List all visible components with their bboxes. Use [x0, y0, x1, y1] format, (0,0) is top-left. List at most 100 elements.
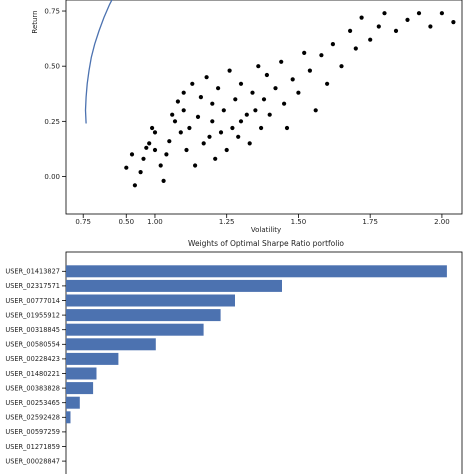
scatter-x-tick-label: 0.50: [118, 218, 134, 226]
portfolio-point: [124, 165, 129, 170]
portfolio-point: [307, 68, 312, 73]
scatter-y-tick-label: 0.50: [44, 63, 60, 71]
portfolio-point: [147, 141, 152, 146]
bar-category-label: USER_00228423: [5, 355, 60, 363]
portfolio-point: [132, 183, 137, 188]
portfolio-point: [181, 108, 186, 113]
scatter-x-ticks: 0.50 0.75 1.00 1.25 1.50 1.75 2.00: [75, 214, 450, 226]
portfolio-point: [339, 64, 344, 69]
portfolio-point: [261, 97, 267, 102]
portfolio-point: [382, 11, 387, 16]
weight-bar: [66, 411, 71, 424]
bar-plot-frame: [65, 251, 463, 474]
scatter-y-tick-label: 0.25: [44, 118, 60, 126]
portfolio-point: [224, 147, 229, 153]
portfolio-point: [218, 130, 224, 135]
portfolio-point: [368, 37, 373, 42]
frontier-scatter-chart: 0.00 0.25 0.50 0.75 0.50 0.75 1.00 1.25 1.50 1.7…: [31, 0, 463, 234]
portfolio-point: [264, 72, 269, 78]
portfolio-point: [267, 112, 272, 117]
bar-category-label: USER_00028847: [5, 457, 60, 465]
portfolio-point: [195, 114, 201, 119]
portfolio-point: [330, 42, 335, 47]
scatter-y-ticks: 0.00 0.25 0.50 0.75: [44, 8, 66, 181]
portfolio-point: [207, 134, 212, 139]
portfolio-point: [244, 112, 249, 117]
bar-category-label: USER_00597259: [5, 428, 60, 436]
bar-category-label: USER_01955912: [5, 311, 60, 319]
scatter-x-tick-label: 2.00: [434, 218, 450, 226]
portfolio-point: [302, 50, 307, 56]
portfolio-point: [198, 95, 203, 100]
portfolio-point: [141, 156, 146, 161]
portfolio-points: [124, 11, 456, 188]
portfolio-point: [167, 139, 172, 144]
portfolio-point: [187, 125, 192, 131]
portfolio-point: [164, 152, 169, 157]
portfolio-point: [210, 119, 215, 124]
portfolio-point: [158, 163, 163, 168]
portfolio-point: [290, 77, 295, 82]
scatter-x-tick-label: 1.25: [219, 218, 235, 226]
portfolio-point: [416, 11, 422, 16]
portfolio-point: [405, 17, 410, 22]
bar-category-label: USER_01271859: [5, 443, 60, 451]
weight-bar: [66, 396, 80, 409]
portfolio-point: [238, 81, 244, 86]
portfolio-point: [359, 15, 364, 20]
portfolio-point: [325, 81, 330, 86]
portfolio-point: [201, 141, 206, 146]
portfolio-point: [204, 75, 209, 80]
portfolio-point: [233, 97, 238, 102]
portfolio-point: [193, 163, 198, 168]
portfolio-point: [439, 11, 444, 16]
portfolio-point: [428, 24, 433, 29]
portfolio-point: [259, 125, 264, 131]
portfolio-point: [348, 28, 353, 33]
portfolio-point: [152, 147, 158, 153]
weight-bar: [66, 323, 204, 336]
portfolio-point: [284, 125, 290, 131]
portfolio-point: [172, 119, 178, 124]
bar-category-label: USER_01413827: [5, 268, 60, 276]
portfolio-point: [279, 59, 284, 64]
portfolio-point: [175, 99, 180, 104]
bar-chart-title: Weights of Optimal Sharpe Ratio portfoli…: [188, 239, 344, 248]
scatter-x-tick-label: 1.50: [291, 218, 307, 226]
portfolio-point: [250, 90, 255, 95]
weights-bar-chart: Weights of Optimal Sharpe Ratio portfoli…: [5, 239, 463, 474]
portfolio-point: [256, 64, 261, 69]
bar-category-label: USER_01480221: [5, 370, 60, 378]
portfolio-point: [273, 86, 278, 91]
portfolio-point: [227, 68, 232, 73]
bar-category-label: USER_02317571: [5, 282, 60, 290]
portfolio-point: [129, 152, 135, 157]
portfolio-point: [181, 90, 186, 95]
scatter-x-tick-label: 0.75: [75, 218, 91, 226]
portfolio-point: [216, 86, 221, 91]
bar-category-label: USER_00253465: [5, 399, 60, 407]
portfolio-point: [144, 145, 149, 150]
weight-bar: [66, 367, 97, 380]
portfolio-point: [236, 134, 241, 139]
portfolio-point: [221, 108, 226, 113]
portfolio-point: [210, 101, 215, 106]
weight-bar: [66, 265, 447, 278]
portfolio-point: [376, 24, 381, 29]
portfolio-point: [138, 170, 143, 175]
portfolio-point: [253, 108, 258, 113]
bar-category-label: USER_02592428: [5, 414, 60, 422]
portfolio-point: [296, 90, 301, 95]
portfolio-point: [230, 125, 235, 131]
portfolio-point: [353, 46, 358, 51]
portfolio-point: [213, 156, 218, 161]
weight-bar: [66, 352, 119, 365]
portfolio-point: [247, 141, 252, 146]
bar-category-label: USER_00777014: [5, 297, 60, 305]
portfolio-point: [451, 20, 456, 25]
scatter-plot-frame: [65, 0, 463, 215]
portfolio-point: [393, 28, 399, 33]
weight-bars: [66, 265, 447, 424]
weight-bar: [66, 279, 282, 292]
